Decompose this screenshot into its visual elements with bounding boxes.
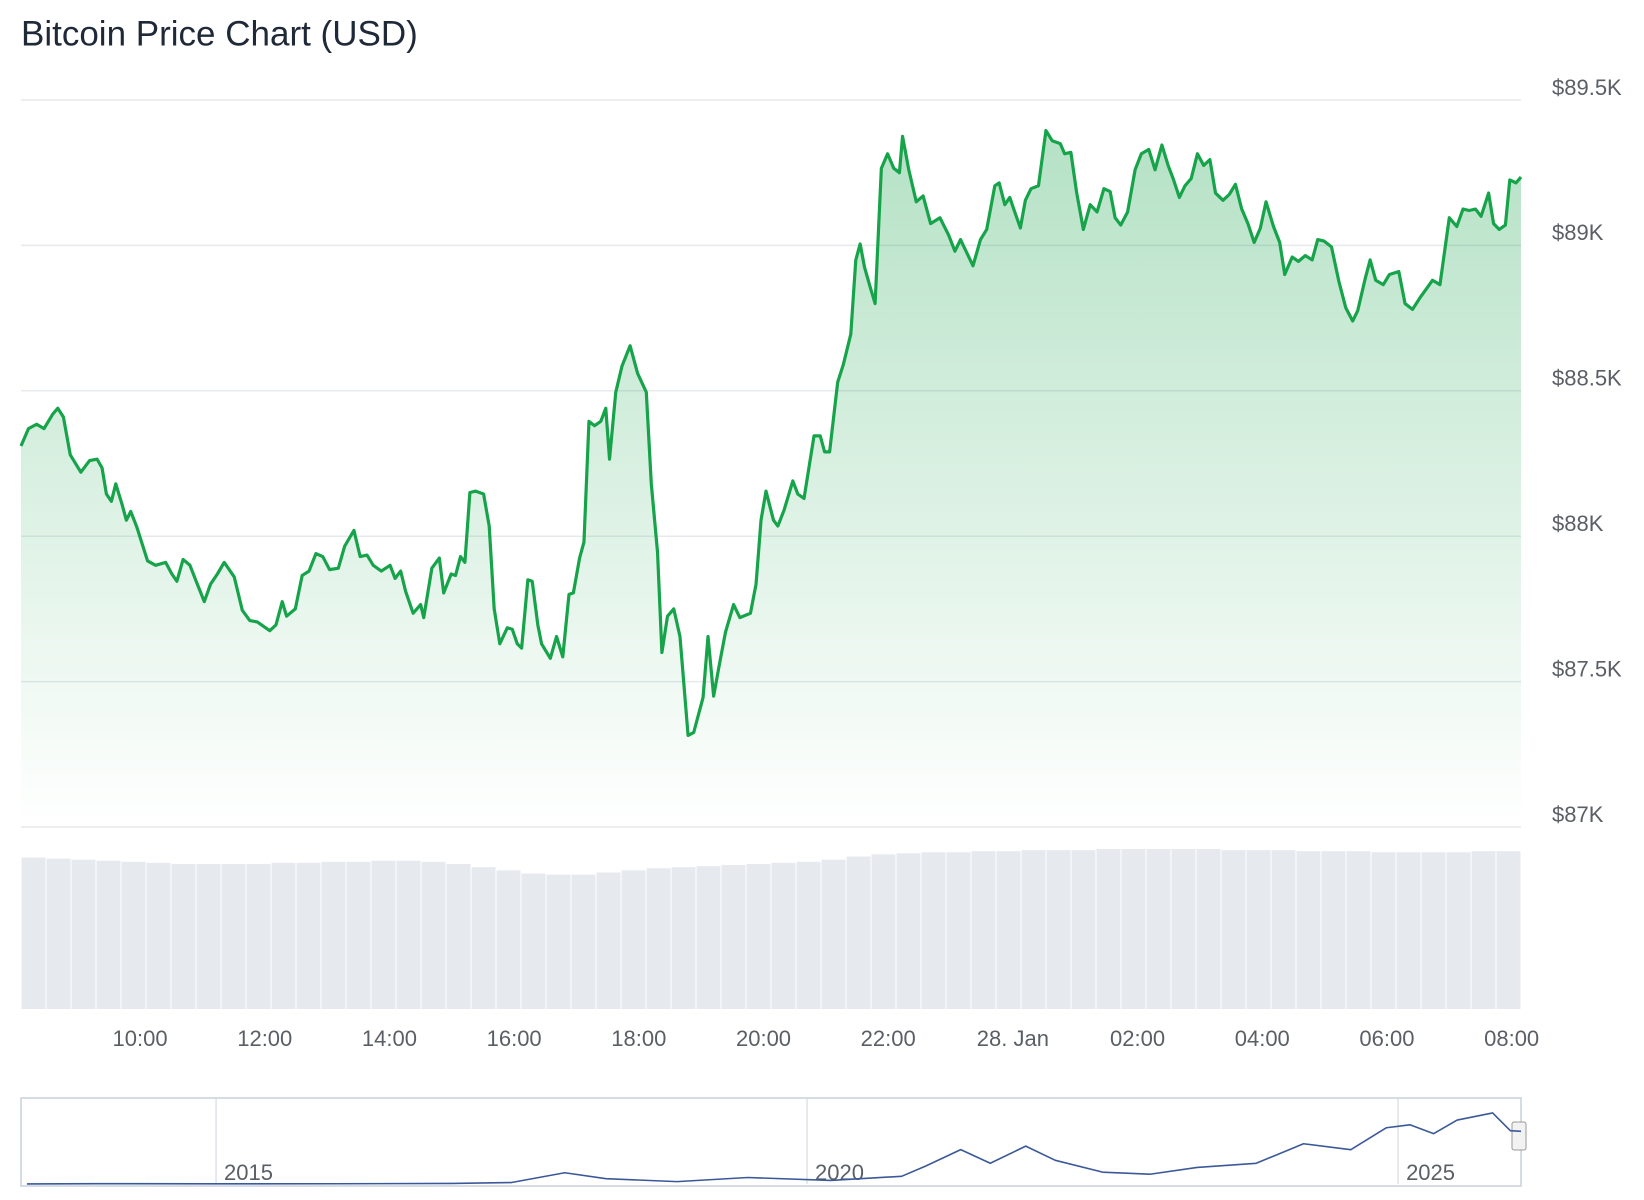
- x-tick-label: 14:00: [362, 1026, 417, 1051]
- x-tick-label: 2025: [1406, 1160, 1455, 1185]
- volume-bar: [321, 861, 346, 1009]
- volume-bar: [971, 851, 996, 1009]
- volume-bar: [1021, 850, 1046, 1009]
- volume-bar: [696, 866, 721, 1009]
- x-tick-label: 20:00: [736, 1026, 791, 1051]
- volume-bar: [1221, 850, 1246, 1009]
- x-tick-label: 04:00: [1235, 1026, 1290, 1051]
- volume-bar: [71, 859, 96, 1009]
- volume-bar: [1446, 852, 1471, 1009]
- volume-bar: [996, 851, 1021, 1009]
- volume-bar: [1146, 849, 1171, 1009]
- volume-bar: [746, 863, 771, 1009]
- volume-bar: [546, 874, 571, 1009]
- x-tick-label: 02:00: [1110, 1026, 1165, 1051]
- volume-bar: [1371, 852, 1396, 1009]
- volume-bar: [1046, 850, 1071, 1009]
- x-tick-label: 06:00: [1359, 1026, 1414, 1051]
- volume-bar: [596, 872, 621, 1009]
- x-tick-label: 22:00: [861, 1026, 916, 1051]
- x-tick-label: 16:00: [487, 1026, 542, 1051]
- volume-bar: [771, 862, 796, 1009]
- volume-bar: [946, 852, 971, 1009]
- x-tick-label: 18:00: [611, 1026, 666, 1051]
- volume-bar: [471, 867, 496, 1009]
- volume-bar: [1096, 849, 1121, 1009]
- y-tick-label: $88K: [1552, 511, 1604, 536]
- volume-bar: [1496, 851, 1521, 1009]
- y-tick-label: $88.5K: [1552, 366, 1622, 391]
- volume-bar: [271, 862, 296, 1009]
- volume-bar: [246, 863, 271, 1009]
- y-tick-label: $89.5K: [1552, 75, 1622, 100]
- volume-bar: [446, 863, 471, 1009]
- volume-bar: [1071, 850, 1096, 1009]
- volume-bar: [821, 859, 846, 1009]
- volume-bar: [396, 860, 421, 1009]
- x-tick-label: 10:00: [113, 1026, 168, 1051]
- y-tick-label: $87.5K: [1552, 656, 1622, 681]
- volume-bar: [871, 854, 896, 1009]
- volume-bar: [846, 856, 871, 1009]
- chart-title: Bitcoin Price Chart (USD): [21, 14, 418, 53]
- x-tick-label: 2015: [224, 1160, 273, 1185]
- volume-bar: [1321, 851, 1346, 1009]
- volume-bar: [1246, 850, 1271, 1009]
- volume-bar: [171, 863, 196, 1009]
- volume-bar: [196, 863, 221, 1009]
- volume-bar: [621, 870, 646, 1009]
- volume-bar: [121, 861, 146, 1009]
- volume-bar: [521, 873, 546, 1009]
- volume-bar: [421, 861, 446, 1009]
- price-line: [19, 128, 1523, 737]
- volume-bar: [346, 861, 371, 1009]
- x-tick-label: 08:00: [1484, 1026, 1539, 1051]
- volume-bar: [1346, 851, 1371, 1009]
- x-tick-label: 28. Jan: [977, 1026, 1049, 1051]
- price-line: [26, 1112, 1522, 1185]
- volume-bar: [96, 860, 121, 1009]
- volume-bar: [21, 857, 46, 1009]
- volume-bar: [571, 874, 596, 1009]
- volume-bar: [1121, 849, 1146, 1009]
- x-tick-label: 12:00: [237, 1026, 292, 1051]
- volume-bar: [796, 861, 821, 1009]
- volume-bar: [1421, 852, 1446, 1009]
- volume-bar: [1196, 849, 1221, 1009]
- volume-bar: [296, 862, 321, 1009]
- x-tick-label: 2020: [815, 1160, 864, 1185]
- volume-bar: [146, 862, 171, 1009]
- volume-bar: [646, 868, 671, 1009]
- volume-bar: [921, 852, 946, 1009]
- y-tick-label: $89K: [1552, 220, 1604, 245]
- y-tick-label: $87K: [1552, 802, 1604, 827]
- volume-bar: [1471, 851, 1496, 1009]
- volume-bar: [46, 858, 71, 1009]
- volume-bar: [371, 860, 396, 1009]
- volume-bar: [496, 870, 521, 1009]
- navigator-handle[interactable]: [1511, 1121, 1527, 1151]
- area-fill: [21, 130, 1521, 827]
- volume-bar: [896, 853, 921, 1009]
- volume-bar: [1396, 852, 1421, 1009]
- volume-bar: [671, 867, 696, 1009]
- volume-bar: [721, 865, 746, 1009]
- volume-bar: [1296, 851, 1321, 1009]
- volume-bar: [1271, 850, 1296, 1009]
- volume-bar: [1171, 849, 1196, 1009]
- volume-bar: [221, 863, 246, 1009]
